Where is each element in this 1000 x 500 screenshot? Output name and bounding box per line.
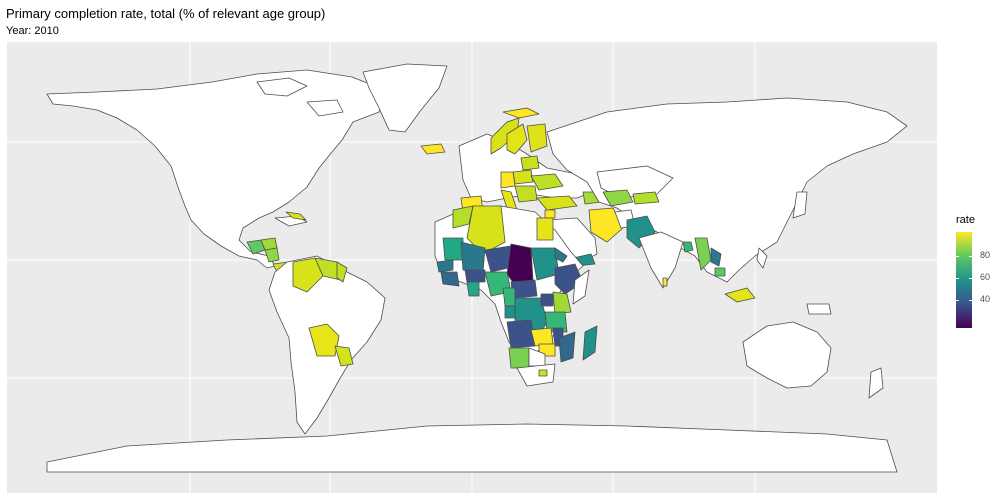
country-balkans bbox=[514, 185, 538, 203]
legend-tick-mark bbox=[956, 278, 959, 279]
country-kenya bbox=[552, 291, 572, 315]
map-panel bbox=[7, 42, 937, 493]
legend: rate 80 60 40 bbox=[948, 214, 1000, 334]
legend-tick-label: 60 bbox=[980, 272, 991, 282]
country-guinea bbox=[440, 271, 460, 287]
country-bangladesh bbox=[682, 241, 694, 253]
country-lesotho bbox=[538, 369, 548, 377]
country-mauritania bbox=[442, 237, 464, 261]
world-map bbox=[7, 42, 937, 493]
country-baltics bbox=[520, 155, 540, 171]
country-turkey bbox=[536, 195, 578, 211]
country-srilanka bbox=[662, 277, 668, 287]
country-newzealand bbox=[868, 367, 884, 399]
country-japan bbox=[792, 191, 808, 219]
legend-tick-mark bbox=[956, 300, 959, 301]
country-morocco bbox=[452, 205, 474, 229]
country-kyrgyz bbox=[632, 191, 660, 205]
country-poland bbox=[512, 169, 534, 185]
country-iran bbox=[588, 207, 624, 243]
country-svalbard bbox=[502, 107, 540, 119]
country-paraguay bbox=[334, 345, 354, 367]
country-colombia bbox=[292, 257, 324, 293]
country-sweden bbox=[506, 123, 528, 155]
country-angola bbox=[506, 319, 536, 349]
country-egypt bbox=[536, 217, 554, 241]
country-cambodia bbox=[714, 267, 726, 277]
country-zambia bbox=[530, 327, 554, 347]
country-greenland bbox=[362, 63, 448, 133]
country-mozambique bbox=[558, 331, 576, 363]
country-finland bbox=[526, 123, 548, 153]
country-eritrea bbox=[554, 247, 568, 263]
country-namibia bbox=[508, 347, 530, 369]
country-uzbek bbox=[602, 189, 634, 207]
country-shapes bbox=[46, 63, 908, 473]
legend-title: rate bbox=[956, 214, 975, 226]
country-tanzania bbox=[544, 311, 568, 333]
country-madagascar bbox=[582, 325, 598, 361]
legend-tick-label: 40 bbox=[980, 294, 991, 304]
country-somalia bbox=[572, 269, 590, 305]
country-senegal bbox=[436, 259, 454, 273]
country-nicaragua bbox=[264, 247, 280, 263]
country-germany bbox=[500, 171, 516, 189]
country-north-america bbox=[46, 69, 386, 269]
country-australia bbox=[742, 321, 832, 389]
country-ghana bbox=[466, 281, 480, 297]
country-ukraine bbox=[530, 173, 564, 191]
legend-tick-label: 80 bbox=[980, 250, 991, 260]
country-gabon bbox=[504, 305, 516, 319]
legend-tick-mark bbox=[969, 256, 972, 257]
country-indonesia bbox=[724, 287, 756, 303]
map-subtitle: Year: 2010 bbox=[6, 25, 59, 37]
legend-colorbar bbox=[956, 232, 972, 328]
country-canada-islands bbox=[256, 77, 344, 117]
country-uganda bbox=[540, 293, 554, 307]
country-kazakhstan bbox=[596, 165, 674, 199]
legend-tick-mark bbox=[969, 300, 972, 301]
country-png bbox=[806, 303, 832, 315]
legend-tick-mark bbox=[969, 278, 972, 279]
legend-tick-mark bbox=[956, 256, 959, 257]
country-antarctica bbox=[46, 423, 898, 473]
country-burkina bbox=[464, 269, 486, 283]
country-southafrica bbox=[516, 363, 556, 387]
country-philippines bbox=[756, 247, 768, 269]
country-india bbox=[638, 231, 684, 289]
country-guyana bbox=[336, 261, 348, 283]
country-laos bbox=[710, 247, 722, 267]
country-cuba bbox=[285, 211, 307, 221]
country-cameroon bbox=[502, 287, 516, 307]
country-algeria bbox=[466, 205, 506, 255]
country-iceland bbox=[420, 143, 446, 155]
country-jordan bbox=[544, 209, 556, 219]
map-title: Primary completion rate, total (% of rel… bbox=[6, 6, 326, 21]
